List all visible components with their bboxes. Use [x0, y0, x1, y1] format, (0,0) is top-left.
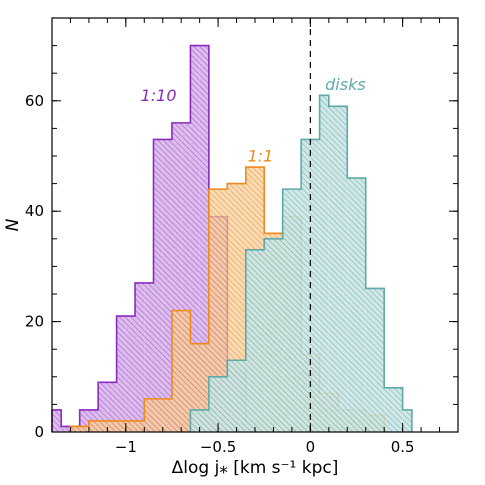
histogram-bar — [227, 183, 237, 432]
histogram-bar — [190, 343, 200, 432]
x-tick-label: 0 — [306, 438, 316, 456]
ticks: −1 −0.5 0 0.5 0 20 40 60 — [25, 17, 459, 456]
histogram-bar — [199, 45, 209, 432]
histogram-bar — [52, 409, 62, 432]
histogram-bar — [273, 238, 283, 432]
series-layer — [51, 44, 413, 433]
histogram-bar — [374, 288, 385, 432]
histogram-bar — [79, 409, 89, 432]
histogram-bar — [125, 316, 136, 432]
histogram-bar — [190, 45, 200, 432]
histogram-bar — [116, 316, 126, 432]
x-tick-label: −1 — [115, 438, 137, 456]
histogram-bar — [171, 122, 182, 432]
histogram-bar — [208, 376, 219, 432]
histogram-bar — [365, 288, 375, 432]
histogram-bar — [181, 310, 191, 432]
histogram-bar — [171, 310, 182, 432]
histogram-bar — [264, 238, 274, 432]
histogram-bar — [393, 387, 403, 432]
series-label-disks: disks — [325, 75, 366, 94]
y-tick-label: 20 — [25, 313, 44, 331]
y-axis-label: N — [3, 218, 23, 231]
histogram-bar — [236, 360, 246, 432]
x-tick-label: −0.5 — [200, 438, 236, 456]
histogram-bar — [144, 282, 154, 432]
histogram-bar — [319, 95, 329, 432]
series-label-1-10: 1:10 — [141, 86, 177, 105]
series-outline — [189, 94, 413, 432]
histogram-bar — [162, 398, 172, 432]
histogram-bar — [107, 420, 126, 432]
histogram-bar — [255, 249, 265, 432]
histogram-bar — [227, 360, 237, 432]
x-axis-label: Δlog j⁎ [km s⁻¹ kpc] — [172, 458, 339, 478]
histogram-bar — [144, 398, 163, 432]
histogram-bar — [218, 376, 228, 432]
series-labels: 1:10 1:1 disks — [141, 75, 366, 166]
x-tick-label: 0.5 — [391, 438, 415, 456]
histogram-bar — [236, 183, 246, 432]
series-disks — [189, 94, 413, 432]
histogram-bar — [384, 387, 394, 432]
histogram-bar — [162, 139, 172, 432]
y-tick-label: 60 — [25, 92, 44, 110]
y-tick-label: 40 — [25, 202, 44, 220]
histogram-bar — [61, 426, 71, 432]
y-tick-label: 0 — [34, 423, 44, 441]
histogram-bar — [190, 409, 200, 432]
histogram-bar — [310, 139, 320, 432]
histogram-bar — [199, 343, 209, 432]
histogram-bar — [88, 420, 108, 432]
histogram-bar — [282, 189, 292, 432]
histogram-bar — [328, 106, 339, 432]
histogram-bar — [208, 189, 219, 432]
histogram-bar — [218, 189, 228, 432]
histogram-bar — [245, 249, 255, 432]
series-label-1-1: 1:1 — [248, 147, 274, 166]
histogram-bar — [98, 382, 108, 432]
histogram-bar — [135, 282, 145, 432]
histogram-bar — [181, 122, 191, 432]
histogram-bar — [347, 178, 357, 432]
histogram-bar — [338, 106, 348, 432]
histogram-bar — [107, 382, 117, 432]
histogram-bar — [199, 409, 209, 432]
histogram-bar — [301, 139, 311, 432]
histogram-bar — [402, 409, 412, 432]
histogram-bar — [153, 139, 163, 432]
histogram-bar — [125, 420, 145, 432]
histogram-bar — [70, 426, 89, 432]
histogram-bar — [356, 178, 366, 432]
histogram-bar — [291, 189, 302, 432]
